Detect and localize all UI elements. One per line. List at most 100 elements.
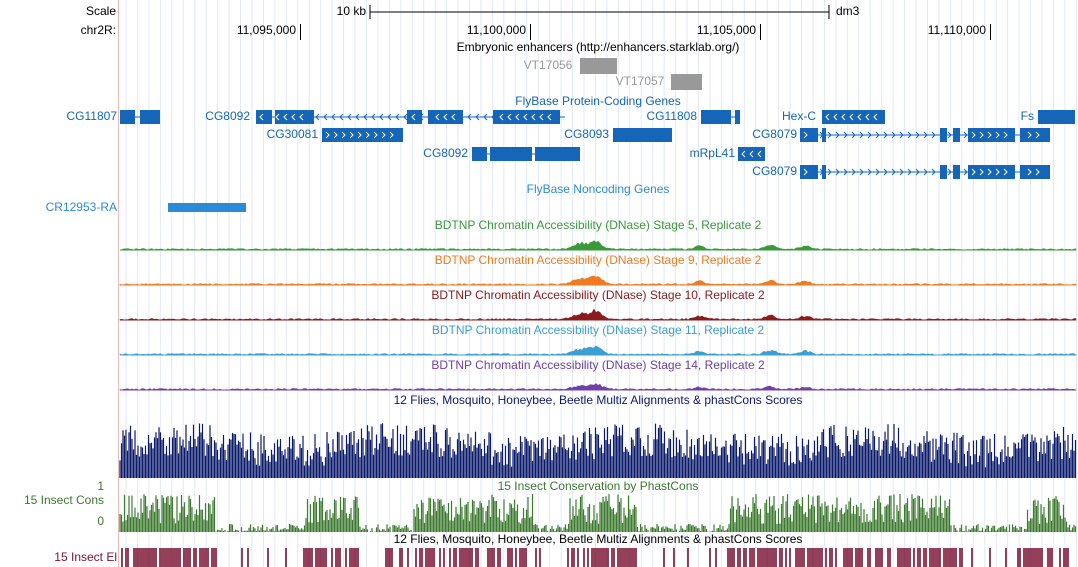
strand-arrow — [899, 131, 904, 139]
strand-arrow — [1035, 168, 1040, 176]
exon — [1020, 165, 1050, 179]
strand-arrow — [995, 131, 1000, 139]
strand-arrow — [411, 113, 416, 121]
enhancer — [580, 58, 617, 74]
strand-arrow — [867, 168, 872, 176]
exon — [953, 128, 960, 142]
exon — [428, 110, 463, 124]
strand-arrow — [757, 150, 762, 158]
strand-arrow — [955, 131, 960, 139]
scale-bar-label: 10 kb — [337, 4, 367, 18]
strand-arrow — [357, 131, 362, 139]
strand-arrow — [325, 131, 330, 139]
strand-arrow — [931, 131, 936, 139]
assembly-label: dm3 — [836, 4, 860, 18]
track-title: FlyBase Noncoding Genes — [527, 182, 670, 196]
strand-arrow — [1035, 131, 1040, 139]
strand-arrow — [875, 168, 880, 176]
strand-arrow — [851, 168, 856, 176]
track-label: 15 Insect El — [54, 550, 117, 564]
chrom-label: chr2R: — [81, 23, 116, 37]
track-title: 12 Flies, Mosquito, Honeybee, Beetle Mul… — [394, 532, 803, 546]
strand-arrow — [1027, 168, 1032, 176]
strand-arrow — [835, 168, 840, 176]
exon — [738, 147, 765, 161]
strand-arrow — [849, 113, 854, 121]
strand-arrow — [371, 113, 376, 121]
strand-arrow — [381, 131, 386, 139]
enhancer — [671, 74, 702, 90]
signal — [119, 383, 1077, 391]
exon — [490, 147, 532, 161]
strand-arrow — [483, 113, 488, 121]
strand-arrow — [875, 131, 880, 139]
strand-arrow — [899, 168, 904, 176]
strand-arrow — [365, 131, 370, 139]
strand-arrow — [1003, 168, 1008, 176]
strand-arrow — [827, 168, 832, 176]
gene-label: CG8079 — [752, 127, 797, 141]
strand-arrow — [857, 113, 862, 121]
strand-arrow — [339, 113, 344, 121]
strand-arrow — [939, 131, 944, 139]
strand-arrow — [1027, 131, 1032, 139]
strand-arrow — [939, 168, 944, 176]
strand-arrow — [347, 113, 352, 121]
conservation-bars — [119, 423, 1077, 478]
gene-label: Fs — [1021, 109, 1034, 123]
exon — [535, 147, 580, 161]
strand-arrow — [803, 168, 808, 176]
strand-arrow — [323, 113, 328, 121]
enhancer-label: VT17057 — [616, 74, 665, 88]
axis-label: 0 — [97, 514, 104, 528]
exon — [613, 128, 672, 142]
strand-arrow — [467, 113, 472, 121]
gene-label: CG30081 — [267, 127, 319, 141]
strand-arrow — [923, 168, 928, 176]
gene-label: CG8079 — [752, 164, 797, 178]
strand-arrow — [435, 113, 440, 121]
strand-arrow — [267, 113, 272, 121]
gene-label: CG11807 — [67, 109, 118, 123]
strand-arrow — [987, 168, 992, 176]
strand-arrow — [387, 113, 392, 121]
strand-arrow — [859, 168, 864, 176]
position-label: 11,095,000 — [237, 23, 296, 37]
strand-arrow — [349, 131, 354, 139]
strand-arrow — [363, 113, 368, 121]
strand-arrow — [373, 131, 378, 139]
enhancer-label: VT17056 — [524, 58, 573, 72]
strand-arrow — [803, 131, 808, 139]
strand-arrow — [947, 168, 952, 176]
exon — [1020, 128, 1050, 142]
strand-arrow — [379, 113, 384, 121]
strand-arrow — [389, 131, 394, 139]
strand-arrow — [963, 131, 968, 139]
strand-arrow — [555, 113, 560, 121]
gene-label: CG8093 — [564, 127, 609, 141]
strand-arrow — [947, 131, 952, 139]
strand-arrow — [915, 131, 920, 139]
strand-arrow — [963, 168, 968, 176]
exon — [822, 165, 826, 179]
strand-arrow — [451, 113, 456, 121]
gene-label: Hex-C — [782, 109, 816, 123]
phastcons-bars — [119, 494, 1077, 532]
track-title: BDTNP Chromatin Accessibility (DNase) St… — [431, 358, 765, 372]
exon — [800, 165, 818, 179]
exon — [168, 203, 246, 212]
strand-arrow — [507, 113, 512, 121]
strand-arrow — [891, 131, 896, 139]
exon — [322, 128, 403, 142]
signal — [119, 345, 1077, 356]
track-title: 15 Insect Conservation by PhastCons — [498, 479, 699, 493]
strand-arrow — [819, 168, 824, 176]
strand-arrow — [811, 168, 816, 176]
strand-arrow — [931, 168, 936, 176]
gene-label: mRpL41 — [690, 146, 736, 160]
exon — [822, 110, 885, 124]
strand-arrow — [499, 113, 504, 121]
strand-arrow — [491, 113, 496, 121]
exon — [407, 110, 422, 124]
